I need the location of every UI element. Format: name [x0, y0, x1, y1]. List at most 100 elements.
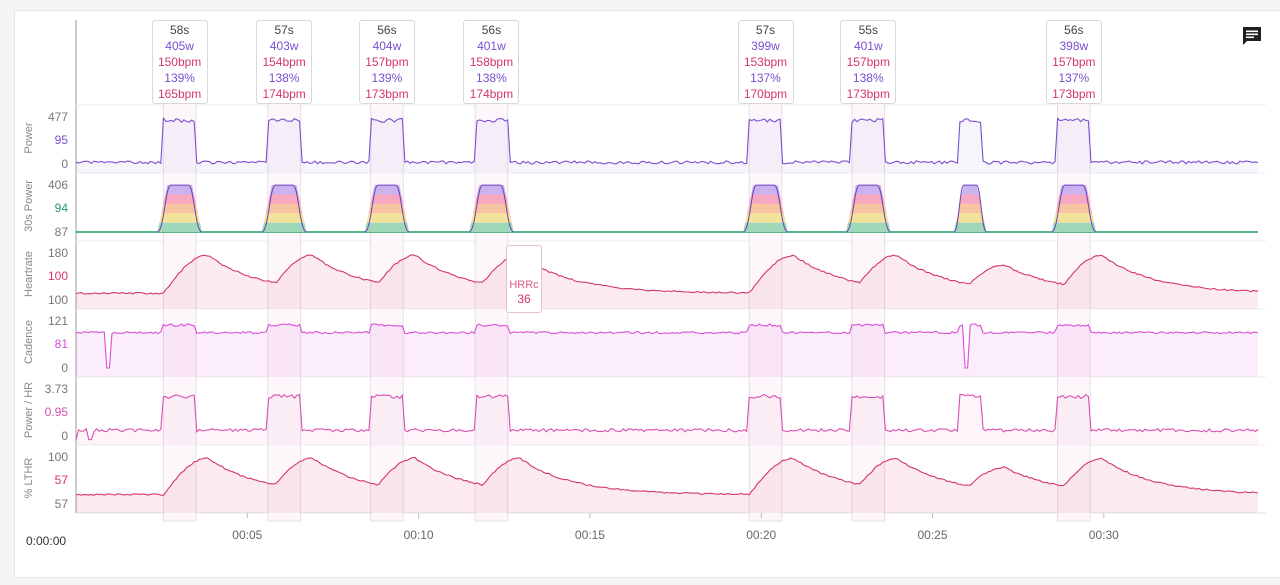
power-zone-band [157, 222, 202, 232]
interval-column [162, 102, 197, 522]
comment-icon[interactable] [1240, 24, 1264, 48]
interval-summary[interactable]: 56s 398w 157bpm 137% 173bpm [1045, 20, 1102, 104]
power-zone-band [751, 185, 780, 195]
interval-summary[interactable]: 57s 403w 154bpm 138% 174bpm [256, 20, 313, 104]
time-start-label: 0:00:00 [26, 534, 67, 548]
power-zone-band [476, 185, 506, 195]
power-zone-band [265, 203, 303, 214]
interval-power: 403w [269, 39, 299, 53]
interval-percent: 137% [750, 71, 781, 85]
y-tick-label: 477 [47, 110, 68, 124]
thirty-sec-power-line [156, 184, 203, 233]
power-zone-band [372, 185, 402, 195]
interval-summary[interactable]: 56s 404w 157bpm 139% 173bpm [358, 20, 415, 104]
interval-power: 405w [165, 39, 194, 53]
y-tick-label: 0.95 [44, 405, 68, 419]
interval-max-hr: 173bpm [365, 87, 409, 101]
interval-duration: 55s [858, 23, 878, 37]
thirty-sec-power-line [364, 184, 410, 233]
power-zone-band [1051, 222, 1097, 232]
interval-summary[interactable]: 57s 399w 153bpm 137% 170bpm [737, 20, 794, 104]
interval-avg-hr: 154bpm [262, 55, 306, 69]
hrrc-annotation: HRRc 36 [506, 245, 542, 313]
power-zone-band [1057, 194, 1091, 204]
thirty-sec-power-line [261, 184, 307, 233]
series-line [75, 457, 1259, 496]
power-zone-band [961, 185, 979, 195]
interval-power: 399w [751, 39, 780, 53]
y-tick-label: 57 [54, 473, 68, 487]
interval-duration: 57s [274, 23, 294, 37]
series-area [76, 118, 1258, 173]
power-zone-band [368, 203, 406, 214]
hrrc-value: 36 [517, 292, 531, 306]
series-area [76, 394, 1258, 445]
x-tick-label: 00:15 [574, 528, 605, 542]
y-tick-label: 0 [61, 361, 68, 375]
series-line [75, 323, 1259, 369]
y-tick-label: 406 [47, 178, 68, 192]
power-zone-band [161, 203, 198, 214]
interval-avg-hr: 158bpm [469, 55, 514, 69]
thirty-sec-power-line [953, 184, 987, 233]
power-zone-band [747, 203, 784, 214]
interval-percent: 138% [268, 71, 300, 85]
y-tick-label: 121 [47, 314, 68, 328]
series-area [76, 323, 1258, 377]
series-line [75, 393, 1259, 441]
power-zone-band [261, 222, 307, 232]
power-zone-band [743, 222, 788, 232]
y-tick-label: 57 [54, 497, 68, 511]
interval-max-hr: 170bpm [743, 87, 788, 101]
y-tick-label: 100 [47, 293, 68, 307]
power-zone-band [853, 185, 883, 195]
interval-max-hr: 173bpm [846, 87, 890, 101]
interval-max-hr: 174bpm [469, 87, 514, 101]
power-zone-band [364, 222, 410, 232]
interval-avg-hr: 153bpm [743, 55, 788, 69]
y-tick-label: 94 [54, 201, 68, 215]
interval-summary[interactable]: 56s 401w 158bpm 138% 174bpm [463, 20, 520, 104]
interval-percent: 139% [164, 71, 195, 85]
interval-summary[interactable]: 55s 401w 157bpm 138% 173bpm [840, 20, 897, 104]
power-zone-band [959, 194, 981, 204]
interval-max-hr: 174bpm [262, 87, 306, 101]
y-tick-label: 87 [54, 225, 68, 239]
x-tick-label: 00:25 [917, 528, 948, 542]
power-zone-band [469, 222, 514, 232]
power-zone-band [957, 203, 983, 214]
power-zone-band [1055, 203, 1093, 214]
y-tick-label: 100 [47, 450, 68, 464]
power-zone-band [370, 194, 404, 204]
thirty-sec-power-line [468, 184, 515, 233]
y-tick-label: 100 [47, 269, 68, 283]
x-tick-label: 00:30 [1088, 528, 1119, 542]
power-zone-band [851, 194, 885, 204]
interval-power: 401w [853, 39, 883, 53]
power-zone-band [471, 213, 512, 223]
interval-duration: 56s [1064, 23, 1084, 37]
hrrc-label: HRRc [509, 279, 539, 291]
interval-percent: 138% [852, 71, 884, 85]
x-tick-label: 00:20 [746, 528, 777, 542]
interval-max-hr: 165bpm [157, 87, 202, 101]
interval-avg-hr: 157bpm [365, 55, 409, 69]
power-zone-band [749, 194, 782, 204]
power-zone-band [473, 203, 510, 214]
interval-summary[interactable]: 58s 405w 150bpm 139% 165bpm [151, 20, 208, 104]
interval-power: 401w [477, 39, 506, 53]
power-zone-band [1059, 185, 1089, 195]
y-tick-label: 3.73 [44, 382, 68, 396]
power-zone-band [1053, 213, 1095, 223]
interval-max-hr: 173bpm [1052, 87, 1096, 101]
interval-percent: 139% [371, 71, 403, 85]
interval-avg-hr: 150bpm [157, 55, 202, 69]
interval-column [1057, 102, 1091, 522]
series-line [75, 254, 1259, 295]
y-tick-label: 0 [61, 157, 68, 171]
interval-percent: 137% [1058, 71, 1090, 85]
interval-power: 404w [372, 39, 402, 53]
y-tick-label: 81 [54, 337, 68, 351]
power-zone-band [263, 213, 305, 223]
